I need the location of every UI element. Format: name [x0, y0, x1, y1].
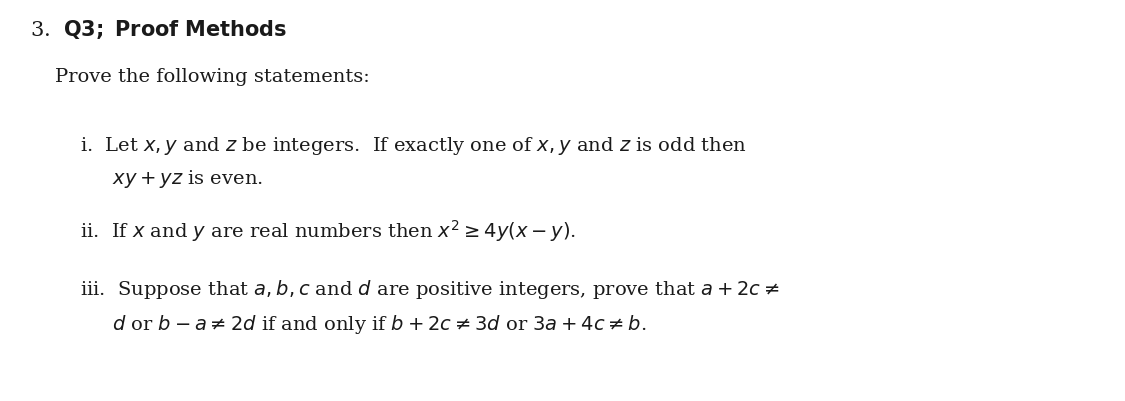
Text: ii.  If $x$ and $y$ are real numbers then $x^2 \geq 4y(x - y)$.: ii. If $x$ and $y$ are real numbers then… — [80, 218, 576, 244]
Text: 3.  $\mathbf{Q3;\ Proof\ Methods}$: 3. $\mathbf{Q3;\ Proof\ Methods}$ — [30, 18, 287, 41]
Text: Prove the following statements:: Prove the following statements: — [55, 68, 370, 86]
Text: i.  Let $x, y$ and $z$ be integers.  If exactly one of $x, y$ and $z$ is odd the: i. Let $x, y$ and $z$ be integers. If ex… — [80, 135, 747, 157]
Text: $xy + yz$ is even.: $xy + yz$ is even. — [112, 168, 263, 190]
Text: iii.  Suppose that $a, b, c$ and $d$ are positive integers, prove that $a+2c\neq: iii. Suppose that $a, b, c$ and $d$ are … — [80, 278, 780, 301]
Text: $d$ or $b - a \neq 2d$ if and only if $b + 2c \neq 3d$ or $3a + 4c \neq b$.: $d$ or $b - a \neq 2d$ if and only if $b… — [112, 313, 647, 336]
